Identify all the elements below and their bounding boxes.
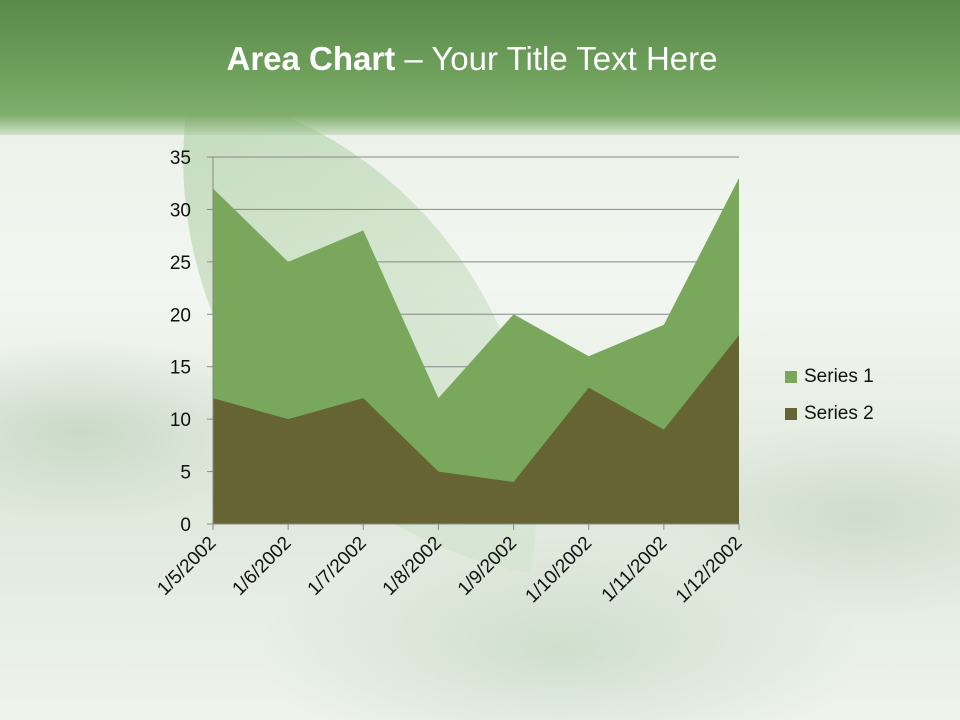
y-tick-label: 20	[170, 305, 191, 326]
y-tick-label: 15	[170, 358, 191, 379]
x-tick-label: 1/9/2002	[454, 533, 521, 600]
x-tick-label: 1/8/2002	[379, 533, 446, 600]
legend-swatch	[785, 407, 797, 420]
legend-item-series-2: Series 2	[785, 395, 874, 432]
x-tick-label: 1/12/2002	[672, 533, 747, 608]
y-tick-label: 10	[170, 410, 191, 431]
y-tick-label: 25	[170, 253, 191, 274]
x-tick-label: 1/6/2002	[229, 533, 296, 600]
legend-label: Series 2	[804, 402, 874, 424]
title-bold: Area Chart	[226, 40, 396, 77]
y-tick-label: 35	[170, 148, 191, 169]
legend-swatch	[785, 370, 797, 383]
legend: Series 1 Series 2	[785, 358, 874, 432]
legend-label: Series 1	[804, 365, 874, 387]
slide-title: Area Chart – Your Title Text Here	[0, 40, 944, 78]
x-tick-label: 1/5/2002	[153, 533, 220, 600]
y-tick-label: 30	[170, 200, 191, 221]
y-tick-label: 0	[180, 515, 191, 536]
x-tick-label: 1/7/2002	[304, 533, 371, 600]
legend-item-series-1: Series 1	[785, 358, 874, 395]
title-bar	[0, 0, 960, 135]
y-tick-label: 5	[180, 463, 191, 484]
area-series-2	[213, 335, 739, 524]
x-tick-label: 1/11/2002	[598, 533, 672, 607]
title-rest: – Your Title Text Here	[395, 40, 718, 77]
x-tick-label: 1/10/2002	[522, 533, 597, 608]
